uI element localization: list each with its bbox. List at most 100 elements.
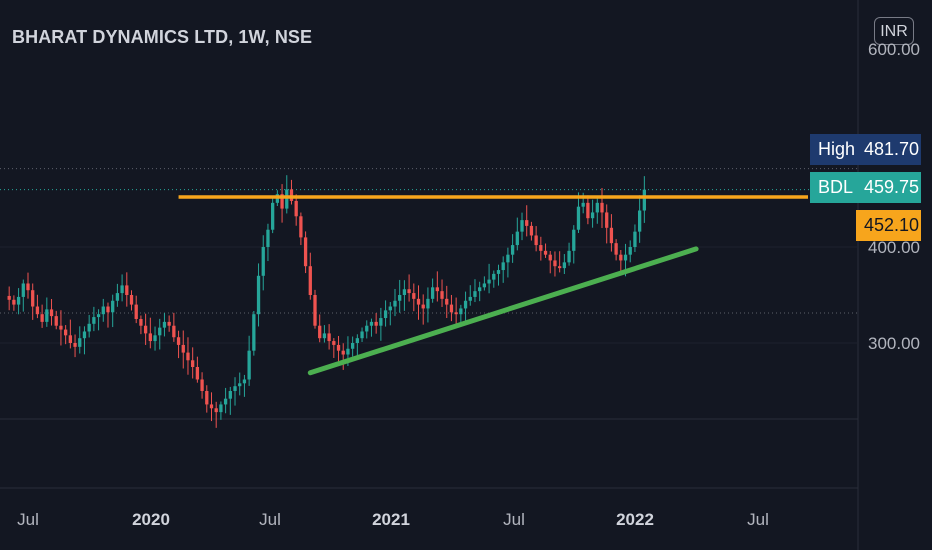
candle-body (449, 304, 454, 313)
high-label: High (810, 134, 856, 165)
candle-body (12, 299, 16, 305)
currency-button[interactable]: INR (874, 17, 914, 45)
candle-body (388, 306, 392, 311)
candle-body (506, 254, 510, 263)
candle-body (45, 309, 49, 322)
candle-body (416, 298, 421, 305)
candle-body (139, 319, 143, 326)
candle-body (463, 300, 468, 309)
candle-body (303, 237, 308, 267)
candle-body (26, 283, 30, 291)
candle-body (167, 321, 171, 326)
candle-body (313, 295, 317, 326)
candle-body (294, 200, 298, 217)
x-tick-label: Jul (747, 510, 769, 529)
candle-body (238, 383, 242, 387)
x-tick-label: 2022 (616, 510, 654, 529)
candle-body (186, 352, 190, 361)
candle-body (496, 270, 501, 274)
support-trendline (307, 246, 699, 376)
candle-body (336, 344, 341, 351)
candle-body (148, 333, 152, 342)
candle-body (172, 325, 176, 338)
candle-body (633, 231, 637, 247)
candle-body (256, 275, 261, 315)
candle-body (59, 325, 63, 330)
candle-body (120, 285, 124, 294)
candle-body (228, 391, 232, 399)
candle-body (572, 229, 576, 251)
candle-body (501, 262, 505, 271)
candle-body (398, 295, 402, 301)
candle-body (200, 379, 204, 391)
candle-body (289, 189, 294, 201)
candle-body (619, 254, 623, 261)
candle-body (280, 194, 284, 209)
x-tick-label: 2020 (132, 510, 170, 529)
candle-body (515, 231, 519, 246)
last-price-value: 459.75 (856, 172, 921, 203)
candle-body (614, 243, 618, 255)
x-tick-label: Jul (259, 510, 281, 529)
candle-body (271, 202, 275, 230)
candle-body (82, 331, 87, 339)
candle-body (374, 321, 378, 326)
candle-body (543, 250, 548, 255)
candle-body (553, 260, 557, 267)
y-tick-label: 600.00 (868, 40, 920, 59)
x-tick-label: 2021 (372, 510, 410, 529)
candle-body (87, 323, 91, 332)
candle-body (586, 202, 590, 219)
candle-body (590, 212, 595, 219)
candle-body (332, 341, 336, 345)
candle-body (623, 254, 628, 261)
candle-body (605, 212, 609, 228)
high-value: 481.70 (856, 134, 921, 165)
candle-body (407, 289, 411, 294)
candle-body (525, 220, 529, 226)
candle-body (322, 333, 327, 339)
candle-body (468, 296, 472, 301)
candle-body (247, 350, 251, 380)
candle-body (402, 289, 407, 295)
candle-body (393, 300, 397, 307)
candle-body (40, 314, 44, 322)
candle-body (54, 316, 58, 326)
candle-body (562, 262, 567, 269)
candle-body (421, 304, 425, 309)
candle-body (430, 287, 435, 299)
candle-body (360, 331, 364, 339)
candle-body (73, 343, 77, 347)
resistance-price-value: 452.10 (856, 210, 921, 241)
candle-body (581, 202, 585, 207)
candle-body (162, 321, 167, 328)
x-tick-label: Jul (503, 510, 525, 529)
candle-body (299, 216, 303, 238)
candle-body (153, 335, 157, 342)
candle-body (191, 360, 195, 367)
candle-body (92, 317, 96, 324)
chart-title: BHARAT DYNAMICS LTD, 1W, NSE (12, 27, 313, 47)
candle-body (369, 321, 374, 326)
candle-body (478, 287, 482, 292)
candle-body (158, 327, 162, 336)
candle-body (350, 343, 355, 349)
candle-body (487, 279, 491, 284)
candle-body (482, 283, 487, 288)
candle-body (440, 291, 444, 299)
candle-body (341, 350, 345, 355)
candle-body (327, 333, 331, 342)
candle-body (205, 391, 209, 405)
candle-body (492, 273, 496, 280)
candle-body (49, 309, 54, 317)
candle-body (628, 247, 632, 255)
candle-body (642, 189, 646, 211)
y-tick-label: 300.00 (868, 334, 920, 353)
candle-body (35, 306, 40, 315)
candle-body (101, 306, 105, 315)
candle-body (7, 295, 11, 300)
candle-body (285, 189, 289, 209)
candle-body (318, 325, 322, 339)
candle-body (115, 293, 120, 301)
